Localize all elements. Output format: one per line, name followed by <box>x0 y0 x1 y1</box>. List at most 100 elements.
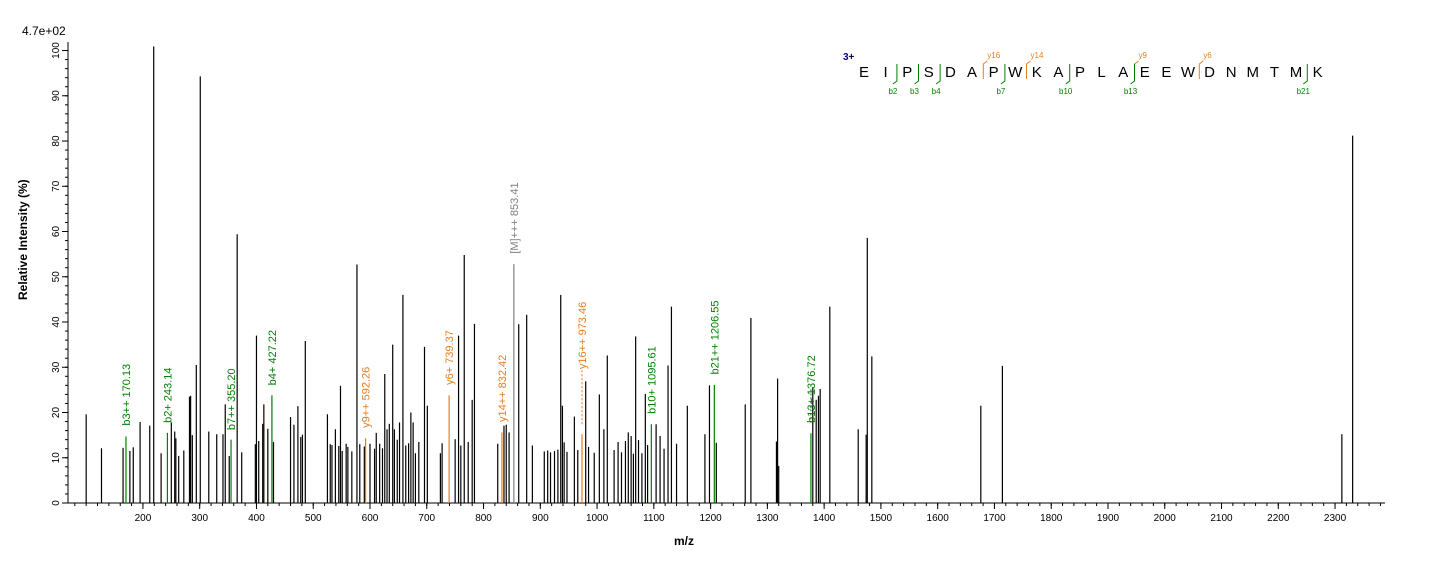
y-ion-label: y16 <box>987 51 1000 60</box>
y-tick-label: 50 <box>51 271 62 283</box>
x-tick-label: 1100 <box>643 513 665 524</box>
y-axis-label-word-1: Relative <box>16 254 30 300</box>
b-ion-label: b10 <box>1059 87 1073 96</box>
x-tick-label: 500 <box>305 513 322 524</box>
b-ion-label: b13 <box>1124 87 1138 96</box>
sequence-residue: L <box>1097 64 1105 81</box>
sequence-residue: A <box>967 64 977 81</box>
y-ion-bracket <box>1198 60 1204 79</box>
y-ion-bracket <box>982 60 988 79</box>
x-tick-label: 1000 <box>586 513 609 524</box>
sequence-residue: M <box>1290 64 1303 81</box>
annotations-layer: b3++ 170.13 b2+ 243.14 b7++ 355.20 b4+ 427.… <box>121 182 818 430</box>
b-ion-bracket <box>1000 64 1006 85</box>
ion-annotation: y6+ 739.37 <box>444 330 456 385</box>
y-ion-label: y6 <box>1203 51 1212 60</box>
sequence-residue: D <box>945 64 956 81</box>
sequence-residue: A <box>1053 64 1063 81</box>
sequence-residue: I <box>884 64 888 81</box>
b-ion-bracket <box>1303 64 1308 85</box>
x-tick-label: 1900 <box>1097 513 1120 524</box>
sequence-residue: P <box>989 64 999 81</box>
y-tick-label: 70 <box>51 180 62 192</box>
x-tick-label: 1800 <box>1040 513 1063 524</box>
x-tick-label: 2000 <box>1154 513 1177 524</box>
sequence-residue: S <box>924 64 934 81</box>
sequence-residue: E <box>1140 64 1150 81</box>
sequence-residue: D <box>1204 64 1215 81</box>
sequence-residue: W <box>1008 64 1023 81</box>
sequence-residue: M <box>1247 64 1260 81</box>
sequence-residue: K <box>1313 64 1323 81</box>
y-tick-label: 60 <box>51 226 62 238</box>
x-tick-label: 2100 <box>1210 513 1233 524</box>
ion-annotation: y16++ 973.46 <box>577 302 589 369</box>
x-axis-label: m/z <box>674 534 694 548</box>
b-ion-label: b7 <box>996 87 1005 96</box>
ion-annotation: y9++ 592.26 <box>361 367 373 428</box>
b-ion-bracket <box>1130 64 1135 85</box>
sequence-residue: P <box>902 64 912 81</box>
ion-annotation: b7++ 355.20 <box>226 368 238 430</box>
axes: 200 300 400 500 600 700 800 900 1000 1100 1200 1300… <box>51 42 1385 524</box>
b-ion-label: b4 <box>932 87 941 96</box>
x-tick-label: 1600 <box>927 513 950 524</box>
x-tick-label: 1200 <box>699 513 722 524</box>
x-tick-label: 1500 <box>870 513 893 524</box>
y-tick-label: 20 <box>51 407 62 419</box>
sequence-residue: K <box>1032 64 1042 81</box>
precursor-charge: 3+ <box>843 52 855 63</box>
x-tick-label: 2300 <box>1324 513 1347 524</box>
x-tick-label: 600 <box>362 513 379 524</box>
y-tick-label: 90 <box>51 90 62 102</box>
y-ion-bracket <box>1026 60 1031 79</box>
ion-annotation: b21++ 1206.55 <box>709 300 721 374</box>
x-tick-label: 300 <box>191 513 208 524</box>
x-tick-label: 200 <box>135 513 152 524</box>
sequence-residue: W <box>1181 64 1196 81</box>
ion-annotation: y14++ 832.42 <box>497 355 509 422</box>
y-ion-label: y9 <box>1139 51 1148 60</box>
b-ion-label: b3 <box>910 87 919 96</box>
sequence-residue: P <box>1075 64 1085 81</box>
y-ion-bracket <box>1134 60 1139 79</box>
y-tick-label: 100 <box>51 42 62 59</box>
b-ion-bracket <box>892 64 898 85</box>
x-tick-label: 700 <box>418 513 435 524</box>
sequence-residue: A <box>1118 64 1128 81</box>
b-ion-bracket <box>935 64 941 85</box>
ion-annotation: b13+ 1376.72 <box>806 355 818 423</box>
x-tick-label: 900 <box>532 513 549 524</box>
sequence-residue: T <box>1270 64 1279 81</box>
ion-annotation: [M]+++ 853.41 <box>509 182 521 253</box>
ion-annotation: b10+ 1095.61 <box>646 346 658 414</box>
peaks-layer <box>85 46 1354 503</box>
x-tick-label: 1700 <box>983 513 1006 524</box>
b-ion-label: b2 <box>888 87 897 96</box>
x-tick-label: 1400 <box>813 513 836 524</box>
x-tick-label: 1300 <box>756 513 779 524</box>
x-tick-label: 2200 <box>1267 513 1290 524</box>
y-axis-label: Relative Intensity (%) <box>16 179 30 300</box>
sequence-residue: E <box>859 64 869 81</box>
y-tick-label: 40 <box>51 316 62 328</box>
intensity-scale-label: 4.7e+02 <box>22 24 66 38</box>
ion-annotation: b3++ 170.13 <box>121 364 133 426</box>
b-ion-label: b21 <box>1297 87 1311 96</box>
y-tick-label: 0 <box>51 500 62 506</box>
x-tick-label: 400 <box>248 513 265 524</box>
y-ion-label: y14 <box>1031 51 1044 60</box>
b-ion-bracket <box>914 64 919 85</box>
y-tick-label: 30 <box>51 361 62 373</box>
x-tick-label: 800 <box>475 513 492 524</box>
ion-annotation: b2+ 243.14 <box>162 368 174 423</box>
b-ion-bracket <box>1065 64 1071 85</box>
sequence-residue: E <box>1161 64 1171 81</box>
sequence-residue: N <box>1226 64 1237 81</box>
y-tick-label: 80 <box>51 135 62 147</box>
ion-annotation: b4+ 427.22 <box>267 330 279 385</box>
y-tick-label: 10 <box>51 452 62 464</box>
y-axis-label-word-2: Intensity (%) <box>16 179 30 250</box>
